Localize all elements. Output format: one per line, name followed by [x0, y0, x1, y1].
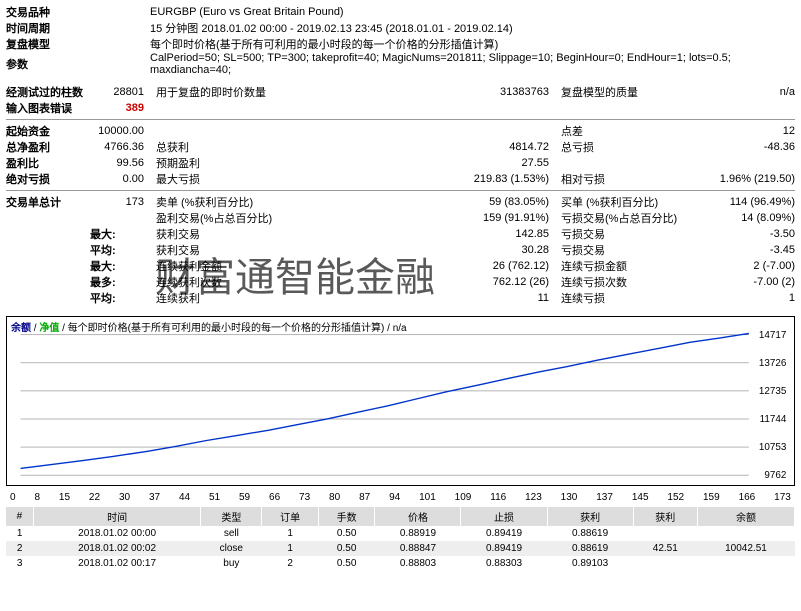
mismatch-label: 输入图表错误 — [6, 100, 90, 116]
maxdd-label: 最大亏损 — [150, 171, 300, 187]
loss-trades-label: 亏损交易(%占总百分比) — [555, 210, 695, 226]
grossloss-label: 总亏损 — [555, 139, 695, 155]
quality-label: 复盘模型的质量 — [555, 84, 695, 100]
pf-label: 盈利比 — [6, 155, 90, 171]
model-label: 复盘模型 — [6, 36, 90, 52]
profit-trades-value: 159 (91.91%) — [300, 212, 555, 224]
table-row: 12018.01.02 00:00sell10.500.889190.89419… — [6, 526, 795, 541]
trade-col: 价格 — [375, 507, 461, 526]
total-trades-label: 交易单总计 — [6, 194, 90, 210]
loss-trades-value: 14 (8.09%) — [695, 212, 795, 224]
mismatch-value: 389 — [90, 102, 150, 114]
spread-value: 12 — [695, 125, 795, 137]
spread-label: 点差 — [555, 123, 695, 139]
total-trades-value: 173 — [90, 196, 150, 208]
symbol-label: 交易品种 — [6, 4, 90, 20]
initdep-value: 10000.00 — [90, 125, 150, 137]
report: 交易品种 EURGBP (Euro vs Great Britain Pound)… — [0, 0, 801, 310]
long-label: 买单 (%获利百分比) — [555, 194, 695, 210]
grossloss-value: -48.36 — [695, 141, 795, 153]
svg-text:12735: 12735 — [759, 386, 787, 397]
profit-trades-label: 盈利交易(%占总百分比) — [150, 210, 300, 226]
reldd-value: 1.96% (219.50) — [695, 173, 795, 185]
trade-col: 获利 — [547, 507, 633, 526]
maxdd-value: 219.83 (1.53%) — [300, 173, 555, 185]
equity-line: 14717 13726 12735 11744 10753 9762 — [7, 317, 794, 485]
svg-text:14717: 14717 — [759, 330, 786, 341]
initdep-label: 起始资金 — [6, 123, 90, 139]
netprofit-label: 总净盈利 — [6, 139, 90, 155]
trade-col: # — [6, 507, 33, 526]
table-row: 22018.01.02 00:02close10.500.888470.8941… — [6, 541, 795, 556]
svg-text:13726: 13726 — [759, 358, 787, 369]
trade-col: 类型 — [201, 507, 262, 526]
chart-title: 余额 / 净值 / 每个即时价格(基于所有可利用的最小时段的每一个价格的分形插值… — [11, 319, 407, 334]
absdd-value: 0.00 — [90, 173, 150, 185]
equity-chart: 余额 / 净值 / 每个即时价格(基于所有可利用的最小时段的每一个价格的分形插值… — [6, 316, 795, 486]
bars-label: 经测试过的柱数 — [6, 84, 90, 100]
grossprofit-label: 总获利 — [150, 139, 300, 155]
svg-text:9762: 9762 — [764, 470, 786, 481]
trade-col: 手数 — [318, 507, 375, 526]
trade-col: 余额 — [697, 507, 794, 526]
params-value: CalPeriod=50; SL=500; TP=300; takeprofit… — [150, 52, 795, 76]
ticks-label: 用于复盘的即时价数量 — [150, 84, 300, 100]
period-value: 15 分钟图 2018.01.02 00:00 - 2019.02.13 23:… — [150, 20, 795, 36]
chart-x-labels: 0815223037445159667380879410110911612313… — [0, 492, 801, 507]
exppayoff-value: 27.55 — [300, 157, 555, 169]
absdd-label: 绝对亏损 — [6, 171, 90, 187]
trade-col: 止损 — [461, 507, 547, 526]
svg-text:10753: 10753 — [759, 442, 787, 453]
short-label: 卖单 (%获利百分比) — [150, 194, 300, 210]
pf-value: 99.56 — [90, 157, 150, 169]
grossprofit-value: 4814.72 — [300, 141, 555, 153]
period-label: 时间周期 — [6, 20, 90, 36]
long-value: 114 (96.49%) — [695, 196, 795, 208]
trade-col: 时间 — [33, 507, 200, 526]
quality-value: n/a — [695, 86, 795, 98]
svg-text:11744: 11744 — [760, 414, 787, 425]
params-label: 参数 — [6, 56, 90, 72]
reldd-label: 相对亏损 — [555, 171, 695, 187]
bars-value: 28801 — [90, 86, 150, 98]
exppayoff-label: 预期盈利 — [150, 155, 300, 171]
trade-col: 获利 — [633, 507, 697, 526]
ticks-value: 31383763 — [300, 86, 555, 98]
trade-col: 订单 — [262, 507, 319, 526]
symbol-value: EURGBP (Euro vs Great Britain Pound) — [150, 6, 795, 18]
netprofit-value: 4766.36 — [90, 141, 150, 153]
trades-table: #时间类型订单手数价格止损获利获利余额 12018.01.02 00:00sel… — [6, 507, 795, 571]
model-value: 每个即时价格(基于所有可利用的最小时段的每一个价格的分形插值计算) — [150, 36, 795, 52]
short-value: 59 (83.05%) — [300, 196, 555, 208]
table-row: 32018.01.02 00:17buy20.500.888030.883030… — [6, 556, 795, 571]
